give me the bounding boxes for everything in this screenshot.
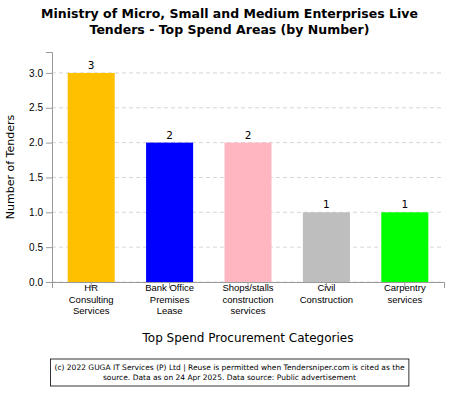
y-tick: 1.5 xyxy=(29,172,52,183)
bars xyxy=(68,73,429,282)
data-labels: 3 2 2 1 1 xyxy=(88,59,408,210)
footnote-box: (c) 2022 GUGA IT Services (P) Ltd | Reus… xyxy=(50,359,408,386)
plot: 3 2 2 1 1 0.0 0.5 1.0 1.5 2.0 2.5 3.0 HRConsultingSe… xyxy=(29,53,444,317)
text-line: HR xyxy=(84,282,98,293)
y-tick: 1.0 xyxy=(29,207,52,218)
y-tick-label: 2.5 xyxy=(29,102,43,113)
y-tick: 3.0 xyxy=(29,68,52,79)
data-label: 1 xyxy=(323,198,330,210)
text-line: Premises xyxy=(150,294,190,305)
y-tick-mark xyxy=(46,177,52,178)
x-tick: HRConsultingServices xyxy=(69,282,114,316)
y-axis-line xyxy=(46,53,53,283)
x-tick: CivilConstruction xyxy=(300,282,353,305)
text-line: Construction xyxy=(300,294,353,305)
x-tick: Shops/stallsconstructionservices xyxy=(222,282,273,316)
y-axis: 0.0 0.5 1.0 1.5 2.0 2.5 3.0 xyxy=(29,53,52,288)
y-tick-mark xyxy=(46,212,52,213)
y-axis-title: Number of Tenders xyxy=(4,115,17,220)
footnote-frame xyxy=(50,359,408,386)
y-tick-mark xyxy=(46,282,52,283)
text-line: Tenders - Top Spend Areas (by Number) xyxy=(90,22,370,37)
x-axis: HRConsultingServices Bank OfficePremisesL… xyxy=(53,282,445,316)
y-tick-label: 1.0 xyxy=(29,207,43,218)
y-tick: 0.5 xyxy=(29,242,52,253)
bar xyxy=(68,73,115,282)
y-tick-label: 0.0 xyxy=(29,277,43,288)
chart: Ministry of Micro, Small and Medium Ente… xyxy=(0,0,459,400)
bar xyxy=(146,143,193,282)
bar xyxy=(303,212,350,282)
y-tick-label: 2.0 xyxy=(29,137,43,148)
text-line: Shops/stalls xyxy=(222,282,273,293)
text-line: services xyxy=(387,294,422,305)
text-line: services xyxy=(231,305,266,316)
grid xyxy=(52,73,444,282)
data-label: 2 xyxy=(245,129,252,141)
title: Ministry of Micro, Small and Medium Ente… xyxy=(41,6,418,37)
y-tick-mark xyxy=(46,73,52,74)
bar xyxy=(224,143,271,282)
text-line: construction xyxy=(222,294,273,305)
x-tick-label: Shops/stallsconstructionservices xyxy=(222,282,273,316)
data-label: 3 xyxy=(88,59,95,71)
y-tick-label: 3.0 xyxy=(29,68,43,79)
y-tick-label: 0.5 xyxy=(29,242,43,253)
text-line: Lease xyxy=(157,305,183,316)
text-line: Ministry of Micro, Small and Medium Ente… xyxy=(41,6,418,21)
x-tick: Bank OfficePremisesLease xyxy=(145,282,194,316)
x-tick-label: Carpentryservices xyxy=(384,282,426,305)
y-tick-label: 1.5 xyxy=(29,172,43,183)
footnote: (c) 2022 GUGA IT Services (P) Ltd | Reus… xyxy=(54,363,404,382)
y-tick-mark xyxy=(46,108,52,109)
text-line: Carpentry xyxy=(384,282,426,293)
x-tick: Carpentryservices xyxy=(384,282,426,305)
text-line: (c) 2022 GUGA IT Services (P) Ltd | Reus… xyxy=(54,363,404,372)
y-tick: 2.0 xyxy=(29,137,52,148)
text-line: source. Data as on 24 Apr 2025. Data sou… xyxy=(103,373,356,382)
y-tick-mark xyxy=(46,143,52,144)
y-tick: 0.0 xyxy=(29,277,52,288)
y-tick: 2.5 xyxy=(29,102,52,113)
text-line: Services xyxy=(73,305,110,316)
data-label: 1 xyxy=(401,198,408,210)
x-tick-label: HRConsultingServices xyxy=(69,282,114,316)
text-line: Civil xyxy=(317,282,335,293)
x-tick-label: Bank OfficePremisesLease xyxy=(145,282,194,316)
text-line: Consulting xyxy=(69,294,114,305)
data-label: 2 xyxy=(166,129,173,141)
y-tick-mark xyxy=(46,247,52,248)
text-line: Bank Office xyxy=(145,282,194,293)
bar xyxy=(381,212,428,282)
x-tick-label: CivilConstruction xyxy=(300,282,353,305)
x-axis-title: Top Spend Procurement Categories xyxy=(142,331,354,345)
